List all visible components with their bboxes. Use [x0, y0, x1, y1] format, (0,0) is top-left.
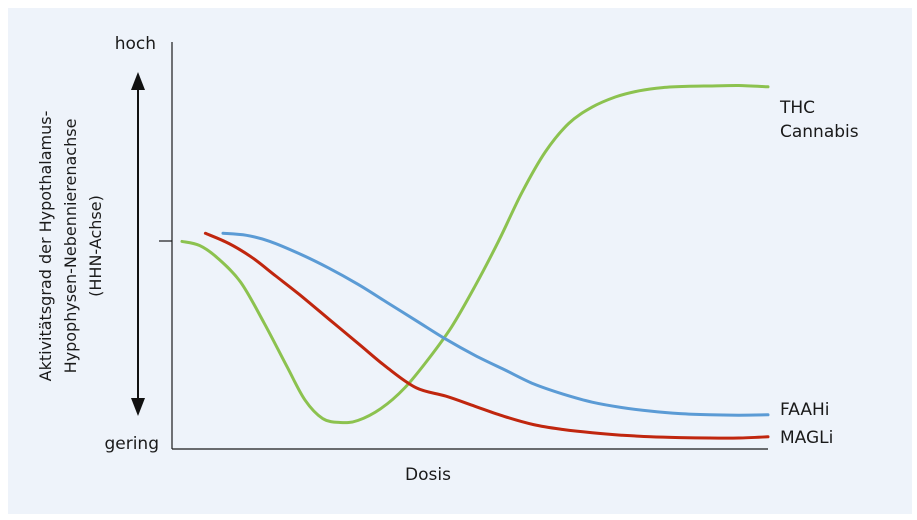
arrow-down-icon: [131, 398, 145, 416]
x-axis-label: Dosis: [405, 465, 451, 485]
faahi-line: [221, 231, 770, 417]
series-label-cannabis: Cannabis: [780, 122, 859, 142]
y-tick-label-bottom: gering: [104, 434, 159, 454]
figure-panel: hoch gering Dosis Aktivitätsgrad der Hyp…: [8, 8, 912, 514]
series-label-magli: MAGLi: [780, 428, 833, 448]
series-label-thc: THC: [779, 98, 815, 118]
chart: hoch gering Dosis Aktivitätsgrad der Hyp…: [36, 34, 859, 485]
magli-line: [203, 231, 770, 440]
y-axis-label-line-1: Aktivitätsgrad der Hypothalamus-: [36, 111, 55, 382]
y-axis-label-line-3: (HHN-Achse): [86, 195, 105, 297]
series-label-faahi: FAAHi: [780, 400, 829, 420]
arrow-up-icon: [131, 72, 145, 90]
thc-cannabis-line: [180, 83, 770, 425]
y-axis-label-line-2: Hypophysen-Nebennierenachse: [61, 119, 80, 374]
y-tick-label-top: hoch: [115, 34, 156, 54]
